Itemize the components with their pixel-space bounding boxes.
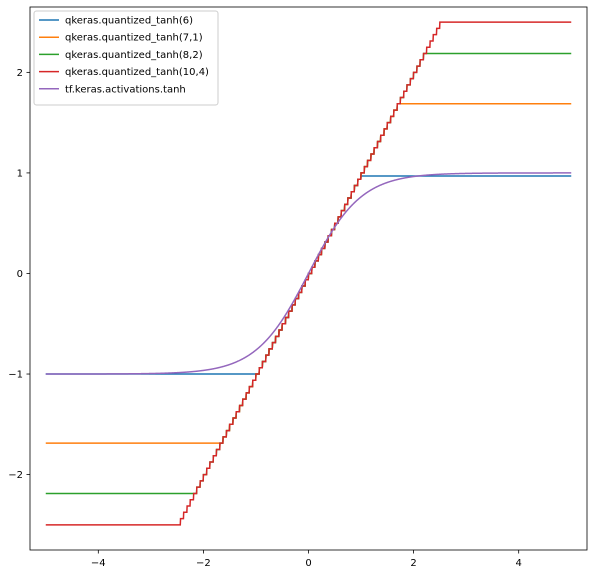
y-tick-label: 2 <box>17 68 23 79</box>
legend-box <box>33 10 219 106</box>
series-layer <box>45 21 572 526</box>
legend-label: tf.keras.activations.tanh <box>65 84 186 95</box>
legend-label: qkeras.quantized_tanh(8,2) <box>65 50 203 61</box>
y-tick-label: −2 <box>8 470 23 481</box>
y-axis: −2 −1 0 1 2 <box>8 68 30 481</box>
y-tick-label: 1 <box>17 168 23 179</box>
x-tick-label: 0 <box>305 558 311 569</box>
x-tick-label: 4 <box>516 558 522 569</box>
y-tick-label: −1 <box>8 370 23 381</box>
legend-label: qkeras.quantized_tanh(6) <box>65 16 193 27</box>
series-line-4 <box>45 172 572 375</box>
legend-label: qkeras.quantized_tanh(10,4) <box>65 67 209 78</box>
y-tick-label: 0 <box>17 269 23 280</box>
x-tick-label: −4 <box>91 558 106 569</box>
legend-label: qkeras.quantized_tanh(7,1) <box>65 33 203 44</box>
x-axis: −4 −2 0 2 4 <box>91 550 522 569</box>
legend: qkeras.quantized_tanh(6) qkeras.quantized… <box>33 10 219 106</box>
x-tick-label: −2 <box>196 558 211 569</box>
x-tick-label: 2 <box>410 558 416 569</box>
